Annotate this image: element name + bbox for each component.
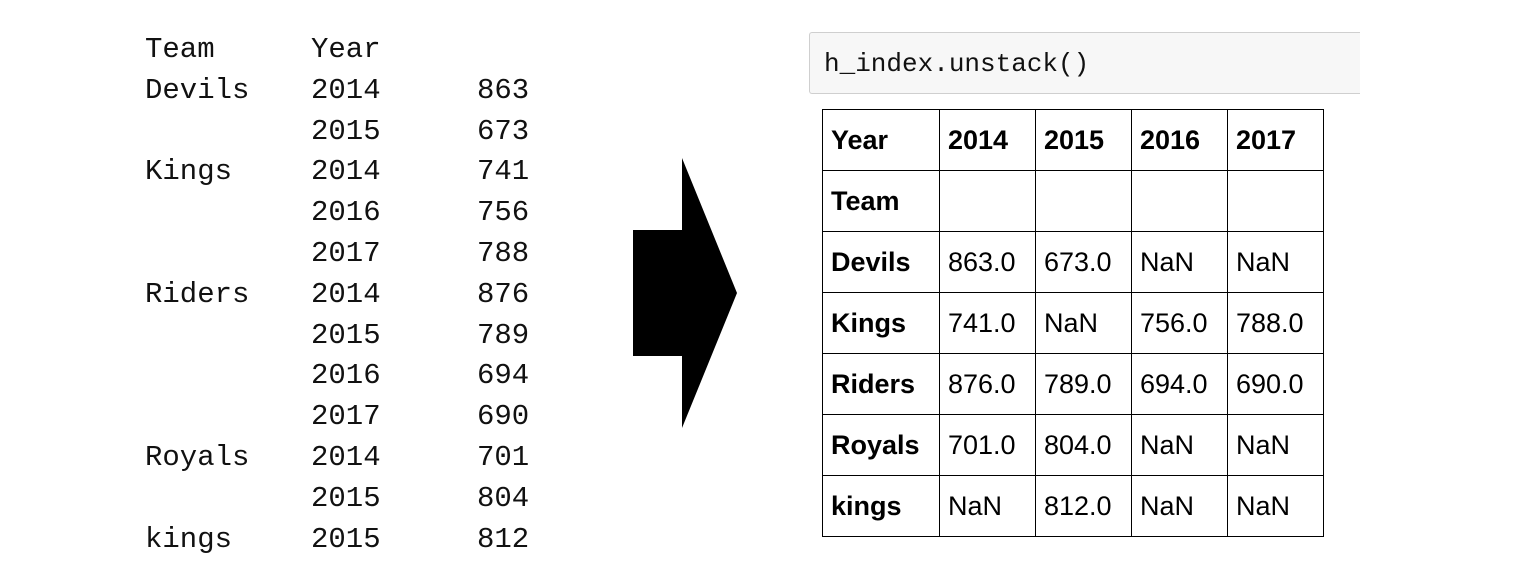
row-index: kings [822,475,940,537]
empty-cell [1035,170,1132,232]
row-index: Royals [822,414,940,476]
series-value: 741 [477,155,530,189]
series-value: 694 [477,359,530,393]
series-value: 690 [477,400,530,434]
table-cell: 788.0 [1227,292,1324,354]
table-cell: NaN [1035,292,1132,354]
series-team: Kings [145,155,233,189]
code-cell[interactable]: h_index.unstack() [809,32,1360,94]
series-team: kings [145,522,233,556]
series-year: 2014 [311,73,381,107]
series-year: 2014 [311,155,381,189]
series-value: 789 [477,318,530,352]
series-year: 2016 [311,196,381,230]
table-cell: NaN [1131,475,1228,537]
series-year: 2015 [311,318,381,352]
table-row: Riders 876.0 789.0 694.0 690.0 [822,353,1324,415]
column-header: 2016 [1131,109,1228,171]
table-cell: NaN [1227,414,1324,476]
table-cell: 673.0 [1035,231,1132,293]
series-value: 804 [477,481,530,515]
series-year: 2017 [311,236,381,270]
code-text: h_index.unstack() [824,49,1090,79]
table-row: Kings 741.0 NaN 756.0 788.0 [822,292,1324,354]
column-header-row: Year 2014 2015 2016 2017 [822,109,1324,171]
table-cell: 789.0 [1035,353,1132,415]
series-team: Royals [145,440,250,474]
table-cell: 756.0 [1131,292,1228,354]
table-cell: 694.0 [1131,353,1228,415]
table-cell: NaN [1227,231,1324,293]
columns-label: Year [822,109,940,171]
series-year: 2017 [311,400,381,434]
series-team: Riders [145,277,250,311]
table-cell: 690.0 [1227,353,1324,415]
column-header: 2017 [1227,109,1324,171]
series-header-team: Team [145,33,215,66]
column-header: 2014 [939,109,1036,171]
table-row: Royals 701.0 804.0 NaN NaN [822,414,1324,476]
series-value: 788 [477,236,530,270]
series-header-year: Year [311,33,381,66]
series-year: 2016 [311,359,381,393]
arrow-shape [633,158,737,428]
series-year: 2014 [311,440,381,474]
table-cell: NaN [1131,231,1228,293]
table-cell: NaN [1131,414,1228,476]
right-arrow-icon [633,158,737,428]
empty-cell [939,170,1036,232]
row-index: Devils [822,231,940,293]
series-value: 701 [477,440,530,474]
column-header: 2015 [1035,109,1132,171]
empty-cell [1131,170,1228,232]
table-cell: NaN [1227,475,1324,537]
index-label-row: Team [822,170,1324,232]
table-row: Devils 863.0 673.0 NaN NaN [822,231,1324,293]
index-label: Team [822,170,940,232]
empty-cell [1227,170,1324,232]
table-cell: NaN [939,475,1036,537]
table-cell: 804.0 [1035,414,1132,476]
table-cell: 863.0 [939,231,1036,293]
series-value: 812 [477,522,530,556]
series-team: Devils [145,73,250,107]
table-cell: 701.0 [939,414,1036,476]
table-row: kings NaN 812.0 NaN NaN [822,475,1324,537]
series-year: 2015 [311,114,381,148]
table-cell: 812.0 [1035,475,1132,537]
table-cell: 741.0 [939,292,1036,354]
series-year: 2015 [311,481,381,515]
unstacked-dataframe: Year 2014 2015 2016 2017 Team Devils 863… [822,109,1324,537]
series-value: 863 [477,73,530,107]
series-value: 876 [477,277,530,311]
row-index: Riders [822,353,940,415]
row-index: Kings [822,292,940,354]
series-year: 2014 [311,277,381,311]
table-cell: 876.0 [939,353,1036,415]
series-value: 756 [477,196,530,230]
series-value: 673 [477,114,530,148]
series-year: 2015 [311,522,381,556]
